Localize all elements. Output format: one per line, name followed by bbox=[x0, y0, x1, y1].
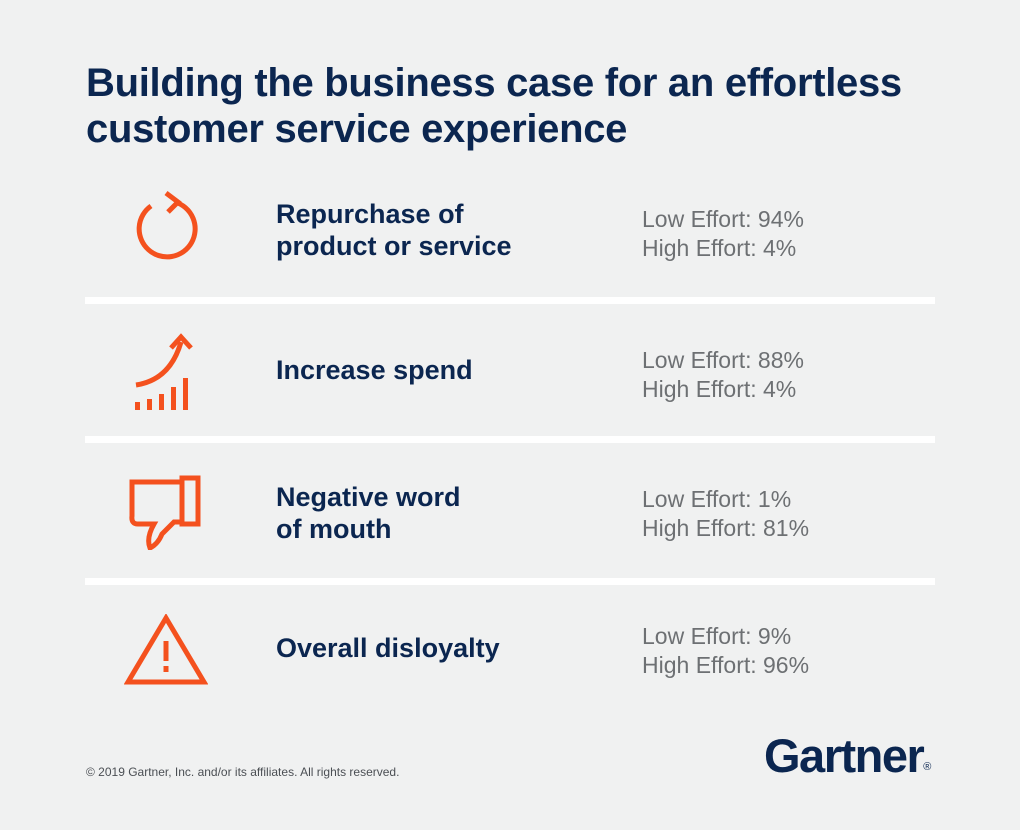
row-stats: Low Effort: 1% High Effort: 81% bbox=[642, 485, 809, 543]
high-effort-value: High Effort: 4% bbox=[642, 376, 797, 402]
warning-triangle-icon bbox=[124, 614, 208, 686]
divider bbox=[85, 578, 935, 585]
high-effort-value: High Effort: 81% bbox=[642, 515, 810, 541]
page-title: Building the business case for an effort… bbox=[86, 61, 902, 151]
row-stats: Low Effort: 94% High Effort: 4% bbox=[642, 205, 804, 263]
row-label: Negative word of mouth bbox=[276, 482, 461, 544]
divider bbox=[85, 436, 935, 443]
low-effort-value: Low Effort: 94% bbox=[642, 206, 804, 232]
low-effort-value: Low Effort: 1% bbox=[642, 486, 792, 512]
growth-chart-icon bbox=[130, 330, 200, 414]
divider bbox=[85, 297, 935, 304]
low-effort-value: Low Effort: 88% bbox=[642, 347, 804, 373]
gartner-logo: Gartner® bbox=[764, 729, 932, 782]
repurchase-cycle-icon bbox=[130, 190, 202, 272]
thumbs-down-icon bbox=[128, 474, 204, 550]
high-effort-value: High Effort: 96% bbox=[642, 652, 810, 678]
low-effort-value: Low Effort: 9% bbox=[642, 623, 792, 649]
copyright-text: © 2019 Gartner, Inc. and/or its affiliat… bbox=[86, 765, 400, 779]
high-effort-value: High Effort: 4% bbox=[642, 235, 797, 261]
row-label: Overall disloyalty bbox=[276, 633, 500, 663]
row-label: Increase spend bbox=[276, 355, 473, 385]
row-stats: Low Effort: 88% High Effort: 4% bbox=[642, 346, 804, 404]
row-stats: Low Effort: 9% High Effort: 96% bbox=[642, 622, 809, 680]
row-label: Repurchase of product or service bbox=[276, 199, 512, 261]
